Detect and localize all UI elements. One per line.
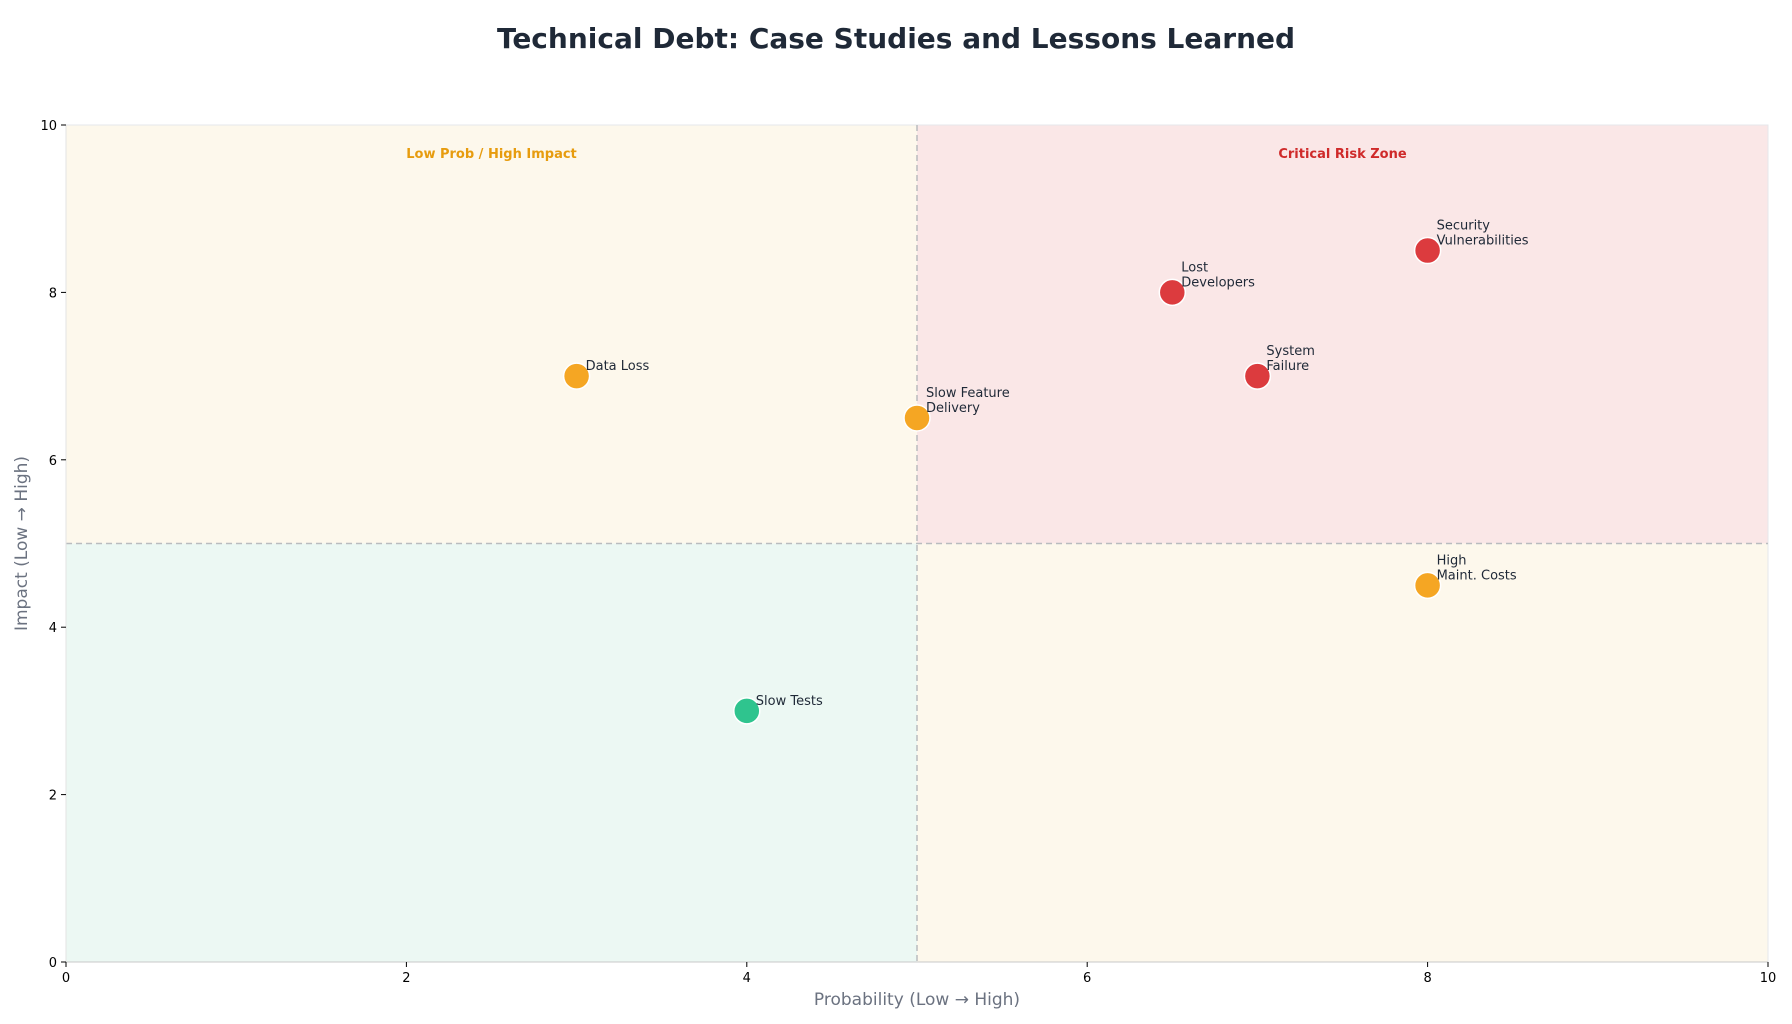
data-point-label-line: System: [1266, 344, 1314, 359]
data-point-label: Data Loss: [586, 359, 650, 374]
data-point-label-line: Slow Feature: [926, 386, 1010, 401]
data-point-label-line: Lost: [1181, 260, 1208, 275]
chart-title: Technical Debt: Case Studies and Lessons…: [496, 22, 1296, 55]
data-point-label-line: Slow Tests: [756, 694, 823, 709]
data-point: [733, 697, 761, 725]
data-point-label: Slow Tests: [756, 694, 823, 709]
y-tick-label: 4: [49, 621, 57, 636]
data-point: [1413, 571, 1442, 600]
x-tick-label: 8: [1423, 971, 1431, 986]
data-point-label: High Maint. Costs: [1437, 553, 1517, 583]
quadrant-top-left: [66, 125, 917, 544]
point-layer: Security Vulnerabilities Lost Developers Sys…: [562, 219, 1529, 725]
data-point-label-line: Data Loss: [586, 359, 650, 374]
data-point-label: System Failure: [1266, 344, 1314, 374]
data-point: [1413, 236, 1442, 265]
data-point-label: Lost Developers: [1181, 260, 1255, 290]
data-point-label-line: Security: [1437, 219, 1491, 234]
quadrant-bottom-left: [66, 543, 917, 962]
data-point-label-line: High: [1437, 553, 1467, 568]
x-tick-label: 6: [1083, 971, 1091, 986]
data-point: [1158, 278, 1187, 307]
quadrant-label-top-left: Low Prob / High Impact: [406, 147, 577, 162]
quadrant-label-top-right: Critical Risk Zone: [1278, 147, 1407, 162]
quadrant-layer: Low Prob / High Impact Critical Risk Zone: [65, 124, 1769, 963]
data-point-label-line: Failure: [1266, 359, 1309, 374]
data-point: [562, 362, 591, 390]
x-tick-label: 4: [743, 971, 751, 986]
y-tick-label: 2: [49, 789, 57, 804]
x-axis-label: Probability (Low → High): [814, 990, 1020, 1010]
data-point-label-line: Developers: [1181, 275, 1255, 290]
y-tick-label: 10: [40, 119, 57, 134]
data-point-label: Slow Feature Delivery: [926, 386, 1010, 416]
y-tick-label: 6: [49, 454, 57, 469]
threshold-layer: [66, 125, 1768, 962]
data-point: [1243, 362, 1272, 390]
data-point-label: Security Vulnerabilities: [1437, 219, 1529, 249]
quadrant-bottom-right: [917, 543, 1768, 962]
data-point-label-line: Vulnerabilities: [1437, 234, 1529, 249]
data-point: [903, 404, 931, 432]
x-tick-label: 2: [402, 971, 410, 986]
x-tick-label: 0: [62, 971, 70, 986]
quadrant-top-right: [917, 125, 1768, 544]
y-tick-label: 0: [49, 956, 57, 971]
y-axis-label: Impact (Low → High): [12, 456, 32, 631]
y-tick-label: 8: [49, 286, 57, 301]
data-point-label-line: Delivery: [926, 401, 980, 416]
x-tick-label: 10: [1760, 971, 1777, 986]
axis-layer: 0 2 4 6 8 10 0 2 4 6 8 10: [40, 119, 1776, 986]
data-point-label-line: Maint. Costs: [1437, 568, 1517, 583]
